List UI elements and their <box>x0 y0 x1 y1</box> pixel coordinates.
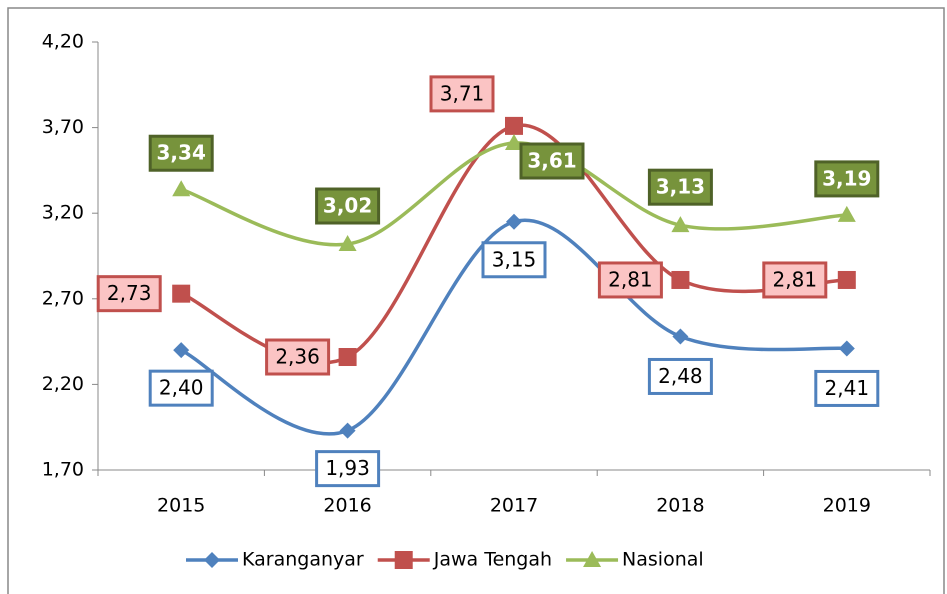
y-tick-label: 2,70 <box>42 287 84 309</box>
marker <box>838 340 855 357</box>
series <box>173 213 855 439</box>
marker <box>172 284 191 303</box>
marker <box>339 422 356 439</box>
marker <box>204 552 220 568</box>
legend-label: Karanganyar <box>242 549 364 571</box>
data-label-box <box>481 241 547 279</box>
x-tick-label: 2018 <box>656 495 704 517</box>
marker <box>505 116 523 135</box>
y-tick-label: 2,20 <box>42 373 84 395</box>
x-tick-label: 2019 <box>823 495 871 517</box>
data-label-box <box>597 261 663 299</box>
data-label: 3,34 <box>157 141 206 165</box>
data-label: 3,02 <box>323 194 372 218</box>
marker <box>672 328 689 345</box>
data-label: 2,73 <box>107 281 152 305</box>
marker <box>671 270 690 289</box>
data-label: 3,71 <box>440 81 485 105</box>
series <box>172 134 856 252</box>
marker <box>505 134 523 151</box>
y-tick-label: 3,70 <box>42 116 84 138</box>
marker <box>506 213 522 230</box>
x-tick-label: 2017 <box>490 495 538 517</box>
marker <box>172 180 191 197</box>
marker <box>338 348 357 367</box>
marker <box>338 235 357 252</box>
legend-label: Nasional <box>622 549 704 571</box>
data-label: 3,13 <box>656 175 705 199</box>
y-tick-label: 3,20 <box>42 202 84 224</box>
data-label: 1,93 <box>325 456 370 480</box>
data-label-box <box>814 160 880 198</box>
data-label: 3,61 <box>527 149 576 173</box>
y-tick-label: 4,20 <box>42 31 84 53</box>
marker <box>837 205 856 222</box>
data-label: 2,41 <box>825 376 870 400</box>
marker <box>671 216 690 233</box>
data-label: 2,40 <box>159 376 204 400</box>
data-label: 2,81 <box>773 267 818 291</box>
data-label-box <box>647 357 713 395</box>
data-label-box <box>315 450 381 488</box>
data-label-box <box>148 134 214 172</box>
data-label-box <box>315 187 381 225</box>
marker <box>394 551 413 569</box>
data-label-box <box>148 369 214 407</box>
data-label: 3,15 <box>492 247 537 271</box>
marker <box>583 551 602 567</box>
data-label-box <box>429 75 495 113</box>
x-tick-label: 2015 <box>157 495 205 517</box>
data-label-box <box>762 261 828 299</box>
data-label: 3,19 <box>822 166 871 190</box>
data-label: 2,81 <box>608 267 653 291</box>
legend-label: Jawa Tengah <box>433 549 552 571</box>
data-label-box <box>814 369 880 407</box>
data-label-box <box>265 338 331 376</box>
marker <box>173 342 190 359</box>
data-label: 2,36 <box>275 345 320 369</box>
data-label-box <box>647 168 713 206</box>
x-tick-label: 2016 <box>323 495 371 517</box>
y-tick-label: 1,70 <box>42 459 84 481</box>
data-label: 2,48 <box>658 364 703 388</box>
marker <box>837 270 856 289</box>
data-label-box <box>96 275 162 313</box>
data-label-box <box>519 142 585 180</box>
